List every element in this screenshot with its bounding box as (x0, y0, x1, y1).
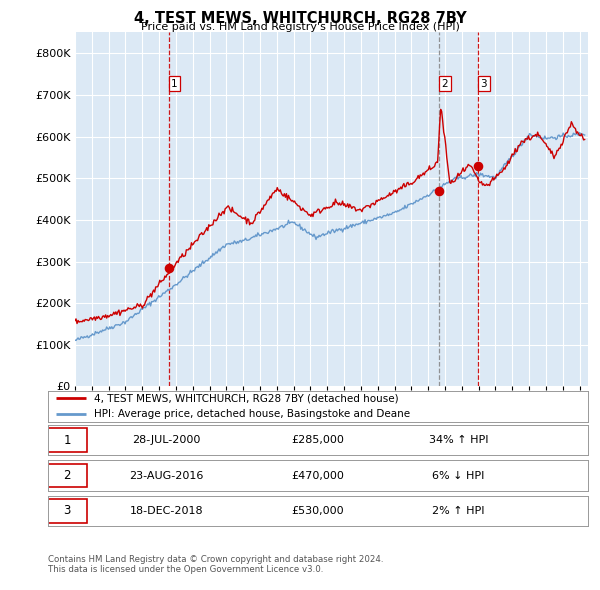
FancyBboxPatch shape (47, 464, 88, 487)
Text: 3: 3 (64, 504, 71, 517)
Point (164, 263, 173, 273)
Text: £470,000: £470,000 (292, 471, 344, 480)
Text: 23-AUG-2016: 23-AUG-2016 (130, 471, 204, 480)
Text: Price paid vs. HM Land Registry's House Price Index (HPI): Price paid vs. HM Land Registry's House … (140, 22, 460, 32)
Text: £285,000: £285,000 (292, 435, 344, 445)
Text: 6% ↓ HPI: 6% ↓ HPI (432, 471, 485, 480)
Text: 3: 3 (481, 79, 487, 88)
Point (434, 186, 444, 195)
Text: 28-JUL-2000: 28-JUL-2000 (133, 435, 201, 445)
Text: £530,000: £530,000 (292, 506, 344, 516)
Text: 2: 2 (442, 79, 448, 88)
Text: 34% ↑ HPI: 34% ↑ HPI (428, 435, 488, 445)
Text: 18-DEC-2018: 18-DEC-2018 (130, 506, 203, 516)
Text: 1: 1 (64, 434, 71, 447)
Text: HPI: Average price, detached house, Basingstoke and Deane: HPI: Average price, detached house, Basi… (94, 409, 410, 419)
Text: 2% ↑ HPI: 2% ↑ HPI (432, 506, 485, 516)
Text: Contains HM Land Registry data © Crown copyright and database right 2024.
This d: Contains HM Land Registry data © Crown c… (48, 555, 383, 574)
Text: 4, TEST MEWS, WHITCHURCH, RG28 7BY: 4, TEST MEWS, WHITCHURCH, RG28 7BY (134, 11, 466, 25)
Point (473, 161, 483, 171)
Text: 4, TEST MEWS, WHITCHURCH, RG28 7BY (detached house): 4, TEST MEWS, WHITCHURCH, RG28 7BY (deta… (94, 394, 398, 404)
FancyBboxPatch shape (47, 428, 88, 452)
Text: 2: 2 (64, 469, 71, 482)
Text: 1: 1 (171, 79, 178, 88)
FancyBboxPatch shape (47, 499, 88, 523)
